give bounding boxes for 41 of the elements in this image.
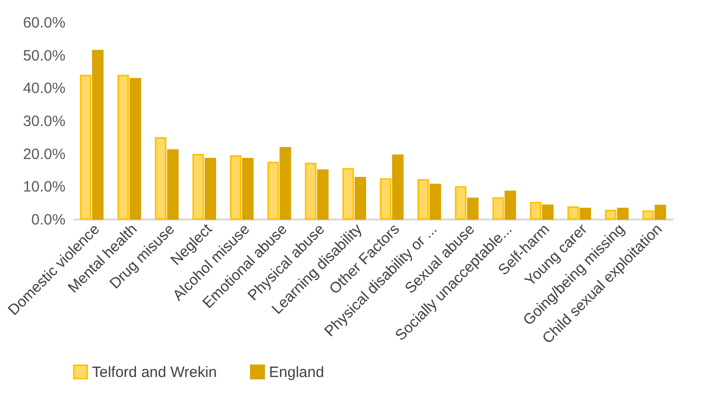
y-tick-label: 60.0%: [22, 14, 66, 32]
bar: [580, 208, 592, 220]
legend-label: England: [269, 364, 324, 381]
bar: [317, 169, 329, 220]
bar: [392, 154, 404, 220]
bar: [242, 158, 254, 220]
y-tick-label: 40.0%: [22, 80, 66, 98]
y-tick-label: 30.0%: [22, 113, 66, 130]
bar: [467, 198, 479, 220]
bar: [642, 210, 654, 220]
bar: [504, 190, 516, 220]
bar: [192, 154, 204, 220]
bar: [204, 158, 216, 220]
y-tick-label: 10.0%: [22, 178, 66, 196]
bar: [230, 155, 242, 220]
bar: [117, 74, 129, 220]
bar: [92, 50, 104, 220]
bar: [454, 186, 466, 220]
bar: [654, 204, 666, 220]
bar: [267, 162, 279, 220]
y-tick-label: 0.0%: [31, 212, 66, 228]
bar: [542, 204, 554, 220]
bar: [130, 78, 142, 220]
bar: [430, 184, 442, 220]
y-tick-label: 20.0%: [22, 146, 66, 163]
bar: [354, 176, 366, 220]
bar: [154, 137, 166, 220]
bar: [617, 208, 629, 220]
y-tick-label: 50.0%: [22, 47, 66, 64]
bar: [417, 179, 429, 220]
bar: [342, 168, 354, 220]
bar: [304, 162, 316, 220]
bar: [280, 147, 292, 220]
bar: [567, 206, 579, 220]
bar: [80, 74, 92, 220]
bar: [530, 202, 542, 220]
bar: [492, 197, 504, 220]
bar: [167, 149, 179, 220]
legend-label: Telford and Wrekin: [92, 364, 217, 381]
bar: [604, 210, 616, 220]
bar: [380, 178, 392, 220]
